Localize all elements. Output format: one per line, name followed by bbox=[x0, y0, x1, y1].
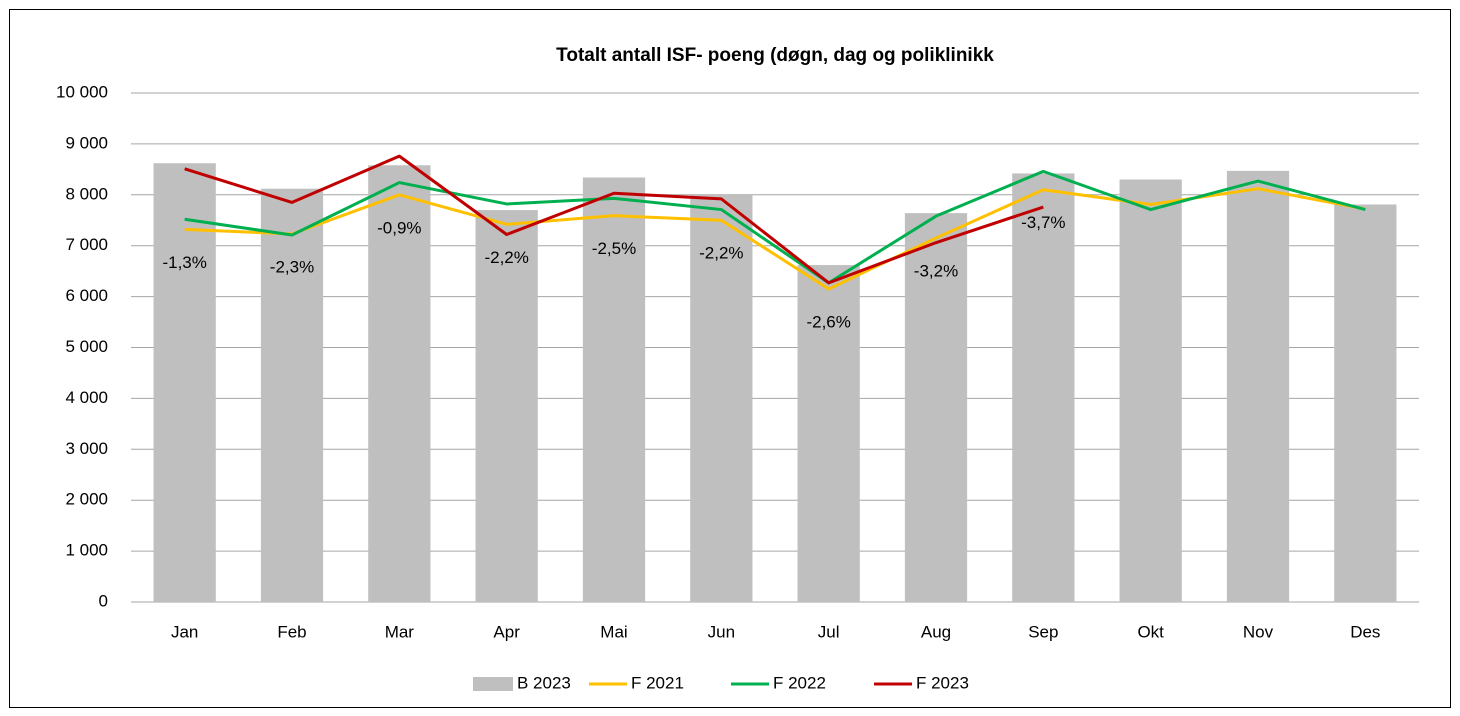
y-tick-label: 5 000 bbox=[65, 337, 108, 356]
x-tick-label: Jun bbox=[708, 622, 735, 641]
x-tick-label: Jul bbox=[818, 622, 840, 641]
bar bbox=[368, 165, 431, 602]
bar bbox=[475, 210, 538, 602]
x-tick-label: Des bbox=[1350, 622, 1380, 641]
bar bbox=[1334, 204, 1397, 602]
data-label: -3,2% bbox=[914, 262, 958, 281]
bar bbox=[582, 177, 646, 602]
line bbox=[184, 187, 1366, 291]
bar bbox=[1226, 170, 1290, 602]
line bbox=[184, 154, 1044, 285]
y-tick-label: 0 bbox=[99, 591, 108, 610]
line bbox=[184, 169, 1366, 285]
bar bbox=[153, 163, 216, 602]
y-tick-label: 1 000 bbox=[65, 541, 108, 560]
bar bbox=[904, 213, 968, 602]
y-tick-label: 8 000 bbox=[65, 184, 108, 203]
legend-swatch bbox=[473, 677, 513, 691]
x-tick-label: Apr bbox=[493, 622, 520, 641]
x-tick-label: Mai bbox=[600, 622, 627, 641]
data-label: -2,2% bbox=[484, 248, 528, 267]
bar bbox=[690, 194, 753, 603]
y-tick-label: 3 000 bbox=[65, 439, 108, 458]
y-tick-label: 4 000 bbox=[65, 388, 108, 407]
bar bbox=[260, 188, 324, 602]
bar bbox=[1119, 179, 1182, 602]
y-tick-label: 9 000 bbox=[65, 133, 108, 152]
bar bbox=[797, 265, 860, 602]
legend-label: F 2021 bbox=[631, 673, 684, 692]
x-tick-label: Mar bbox=[385, 622, 415, 641]
y-tick-label: 6 000 bbox=[65, 286, 108, 305]
x-tick-label: Aug bbox=[921, 622, 951, 641]
x-tick-label: Feb bbox=[277, 622, 306, 641]
y-tick-label: 10 000 bbox=[56, 82, 108, 101]
data-label: -2,2% bbox=[699, 244, 743, 263]
x-tick-label: Nov bbox=[1243, 622, 1274, 641]
x-tick-label: Okt bbox=[1137, 622, 1164, 641]
data-label: -3,7% bbox=[1021, 213, 1065, 232]
data-label: -2,6% bbox=[806, 312, 850, 331]
x-tick-label: Sep bbox=[1028, 622, 1058, 641]
legend-label: B 2023 bbox=[517, 673, 571, 692]
x-tick-label: Jan bbox=[171, 622, 198, 641]
y-tick-label: 2 000 bbox=[65, 490, 108, 509]
legend-label: F 2023 bbox=[916, 673, 969, 692]
legend-label: F 2022 bbox=[773, 673, 826, 692]
data-label: -1,3% bbox=[162, 253, 206, 272]
data-label: -2,3% bbox=[270, 257, 314, 276]
y-tick-label: 7 000 bbox=[65, 235, 108, 254]
bar bbox=[1012, 173, 1075, 602]
data-label: -0,9% bbox=[377, 218, 421, 237]
data-label: -2,5% bbox=[592, 239, 636, 258]
chart-title: Totalt antall ISF- poeng (døgn, dag og p… bbox=[556, 45, 994, 66]
